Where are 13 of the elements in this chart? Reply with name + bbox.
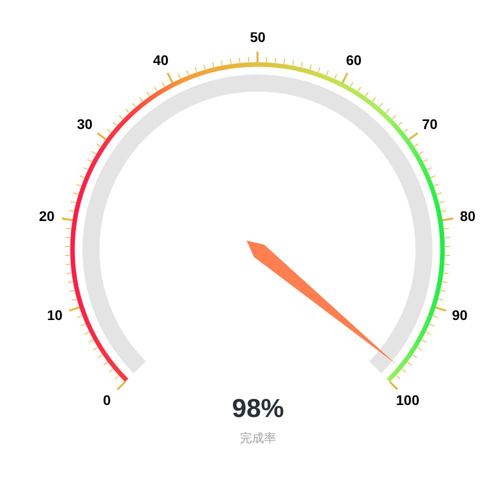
text: 20 — [39, 208, 55, 224]
text: 80 — [460, 208, 476, 224]
text: 50 — [250, 29, 266, 45]
text: 10 — [47, 307, 63, 323]
text: 70 — [422, 116, 438, 132]
text: 40 — [153, 52, 169, 68]
text: 30 — [77, 116, 93, 132]
category-label: 完成率 — [240, 431, 276, 445]
text: 60 — [346, 52, 362, 68]
text: 0 — [103, 392, 111, 408]
data-label: 98% — [232, 393, 284, 423]
text: 90 — [452, 307, 468, 323]
text: 100 — [396, 392, 420, 408]
